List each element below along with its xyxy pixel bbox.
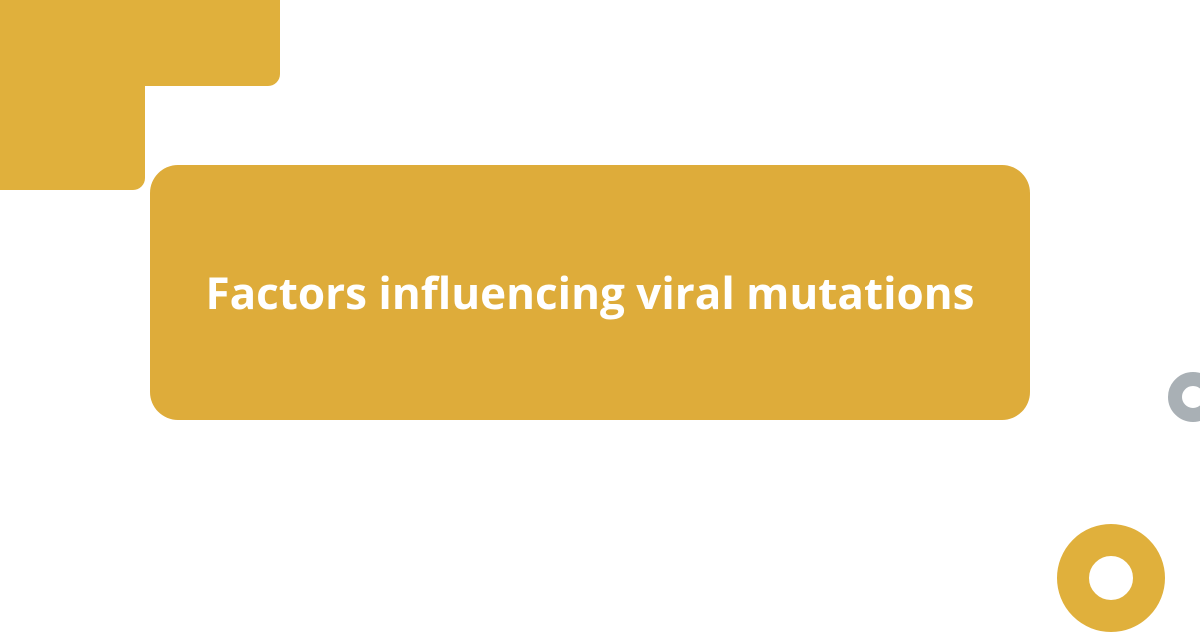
gray-ring-decoration	[1168, 372, 1200, 422]
title-text: Factors influencing viral mutations	[205, 264, 974, 321]
title-container: Factors influencing viral mutations	[150, 165, 1030, 420]
gold-ring-decoration	[1057, 524, 1165, 632]
corner-shape-vertical	[0, 0, 145, 190]
